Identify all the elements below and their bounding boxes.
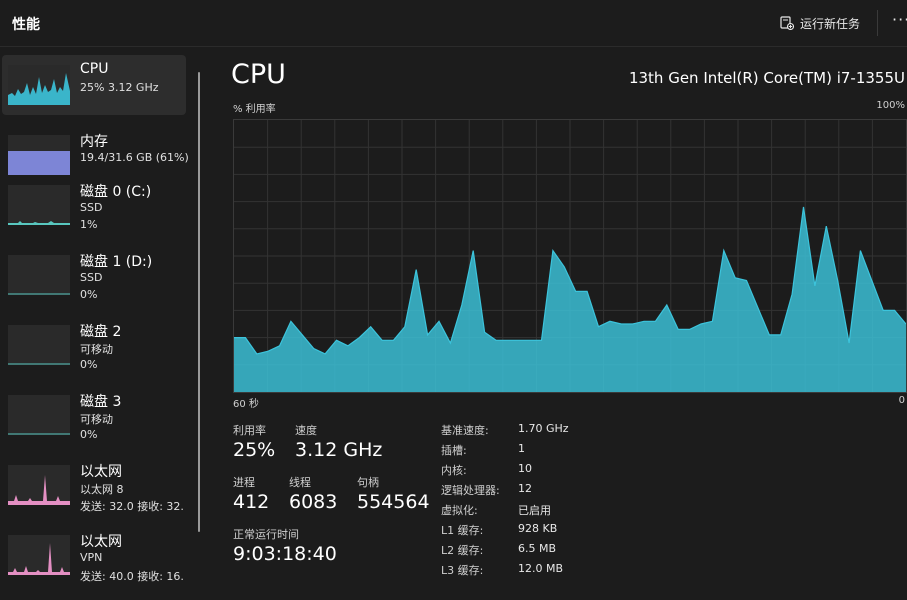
sidebar-item-name: 内存	[80, 134, 108, 150]
spec-l1-cache-label: L1 缓存:	[441, 524, 484, 537]
spec-virtualization-value: 已启用	[518, 504, 551, 517]
page-title: 性能	[12, 17, 40, 33]
spec-l2-cache-label: L2 缓存:	[441, 544, 484, 557]
sidebar-item-disk-3[interactable]: 磁盘 3 可移动 0%	[2, 385, 186, 445]
disk1-thumbnail-graph	[8, 255, 70, 295]
sidebar-item-memory[interactable]: 内存 19.4/31.6 GB (61%)	[2, 125, 189, 185]
sidebar-item-ethernet-8[interactable]: 以太网 以太网 8 发送: 32.0 接收: 32.	[2, 455, 186, 515]
spec-sockets-value: 1	[518, 442, 525, 455]
run-task-icon	[780, 16, 794, 30]
sidebar-item-name: CPU	[80, 61, 109, 77]
cpu-utilization-chart	[233, 119, 907, 393]
sidebar-item-type: SSD	[80, 271, 103, 284]
sidebar-item-disk-2[interactable]: 磁盘 2 可移动 0%	[2, 315, 186, 375]
run-new-task-button[interactable]: 运行新任务	[780, 13, 860, 33]
cpu-utilization-area	[234, 207, 906, 392]
spec-l1-cache-value: 928 KB	[518, 522, 558, 535]
run-new-task-label: 运行新任务	[800, 16, 861, 31]
uptime-label: 正常运行时间	[233, 528, 299, 541]
sidebar-item-disk-1[interactable]: 磁盘 1 (D:) SSD 0%	[2, 245, 186, 305]
sidebar-item-name: 以太网	[80, 534, 122, 550]
spec-logical-processors-label: 逻辑处理器:	[441, 484, 500, 497]
cpu-thumbnail-graph	[8, 65, 70, 105]
utilization-value: 25%	[233, 439, 276, 461]
processes-label: 进程	[233, 476, 255, 489]
sidebar-item-detail: 25% 3.12 GHz	[80, 81, 159, 94]
ethernet8-thumbnail-graph	[8, 465, 70, 505]
sidebar-item-disk-0[interactable]: 磁盘 0 (C:) SSD 1%	[2, 175, 186, 235]
cpu-utilization-line	[234, 206, 906, 355]
cpu-detail-panel: CPU 13th Gen Intel(R) Core(TM) i7-1355U …	[210, 47, 907, 600]
spec-cores-value: 10	[518, 462, 532, 475]
sidebar-item-cpu[interactable]: CPU 25% 3.12 GHz	[2, 55, 186, 115]
sidebar-item-usage: 1%	[80, 218, 98, 231]
vpn-thumbnail-graph	[8, 535, 70, 575]
sidebar-item-throughput: 发送: 32.0 接收: 32.	[80, 500, 184, 513]
sidebar-item-throughput: 发送: 40.0 接收: 16.	[80, 570, 184, 583]
sidebar-item-name: 磁盘 3	[80, 394, 122, 410]
disk3-thumbnail-graph	[8, 395, 70, 435]
speed-value: 3.12 GHz	[295, 439, 383, 461]
uptime-value: 9:03:18:40	[233, 543, 337, 565]
sidebar-item-name: 磁盘 0 (C:)	[80, 184, 152, 200]
disk0-thumbnail-graph	[8, 185, 70, 225]
spec-cores-label: 内核:	[441, 464, 467, 477]
utilization-label: 利用率	[233, 424, 266, 437]
spec-sockets-label: 插槽:	[441, 444, 467, 457]
sidebar-item-detail: 19.4/31.6 GB (61%)	[80, 151, 189, 164]
sidebar-item-usage: 0%	[80, 288, 98, 301]
sidebar: CPU 25% 3.12 GHz 内存 19.4/31.6 GB (61%) 磁…	[0, 47, 198, 600]
title-bar: 性能 运行新任务 ···	[0, 0, 907, 47]
disk2-thumbnail-graph	[8, 325, 70, 365]
spec-l3-cache-value: 12.0 MB	[518, 562, 564, 575]
x-axis-right-label: 0	[898, 395, 905, 406]
y-axis-max-label: 100%	[876, 100, 905, 111]
sidebar-item-usage: 0%	[80, 428, 98, 441]
handles-label: 句柄	[357, 476, 379, 489]
sidebar-item-ethernet-vpn[interactable]: 以太网 VPN 发送: 40.0 接收: 16.	[2, 525, 186, 585]
sidebar-item-name: 磁盘 1 (D:)	[80, 254, 153, 270]
more-options-icon[interactable]: ···	[892, 10, 907, 29]
section-title: CPU	[231, 59, 286, 90]
processes-value: 412	[233, 491, 270, 513]
cpu-chart-svg	[234, 120, 906, 392]
sidebar-item-name: 磁盘 2	[80, 324, 122, 340]
sidebar-item-adapter: 以太网 8	[80, 483, 124, 496]
y-axis-label: % 利用率	[233, 104, 276, 115]
spec-base-speed-value: 1.70 GHz	[518, 422, 569, 435]
x-axis-left-label: 60 秒	[233, 399, 259, 410]
sidebar-item-type: SSD	[80, 201, 103, 214]
threads-value: 6083	[289, 491, 338, 513]
toolbar-divider	[877, 10, 878, 36]
sidebar-item-type: 可移动	[80, 413, 113, 426]
spec-logical-processors-value: 12	[518, 482, 532, 495]
speed-label: 速度	[295, 424, 317, 437]
threads-label: 线程	[289, 476, 311, 489]
sidebar-scrollbar[interactable]	[198, 72, 200, 532]
sidebar-item-type: 可移动	[80, 343, 113, 356]
memory-thumbnail-graph	[8, 135, 70, 175]
handles-value: 554564	[357, 491, 430, 513]
sidebar-item-name: 以太网	[80, 464, 122, 480]
sidebar-item-usage: 0%	[80, 358, 98, 371]
spec-l2-cache-value: 6.5 MB	[518, 542, 557, 555]
spec-l3-cache-label: L3 缓存:	[441, 564, 484, 577]
sidebar-item-adapter: VPN	[80, 551, 103, 564]
spec-virtualization-label: 虚拟化:	[441, 504, 478, 517]
spec-base-speed-label: 基准速度:	[441, 424, 489, 437]
processor-name: 13th Gen Intel(R) Core(TM) i7-1355U	[628, 69, 905, 87]
